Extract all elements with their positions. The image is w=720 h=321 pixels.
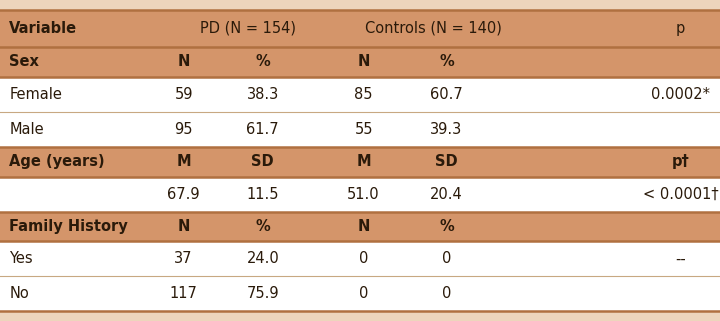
Bar	[0, 212, 720, 241]
Text: N: N	[177, 219, 190, 234]
Text: 37: 37	[174, 251, 193, 266]
Text: 11.5: 11.5	[246, 187, 279, 202]
Text: %: %	[256, 54, 270, 69]
Text: Male: Male	[9, 122, 44, 137]
Text: 24.0: 24.0	[246, 251, 279, 266]
Text: %: %	[439, 54, 454, 69]
Text: 95: 95	[174, 122, 193, 137]
Text: %: %	[439, 219, 454, 234]
Text: 59: 59	[174, 87, 193, 102]
Bar	[0, 177, 720, 212]
Text: Family History: Family History	[9, 219, 128, 234]
Bar	[0, 276, 720, 311]
Text: 117: 117	[170, 286, 197, 301]
Bar	[0, 241, 720, 276]
Text: 60.7: 60.7	[430, 87, 463, 102]
Text: 20.4: 20.4	[430, 187, 463, 202]
Text: N: N	[357, 54, 370, 69]
Text: 0: 0	[441, 286, 451, 301]
Text: N: N	[177, 54, 190, 69]
Text: 38.3: 38.3	[247, 87, 279, 102]
Text: 39.3: 39.3	[431, 122, 462, 137]
Text: No: No	[9, 286, 29, 301]
Bar	[0, 10, 720, 47]
Text: M: M	[356, 154, 371, 169]
Text: 0: 0	[359, 251, 369, 266]
Text: p: p	[676, 21, 685, 36]
Text: SD: SD	[435, 154, 458, 169]
Text: Variable: Variable	[9, 21, 78, 36]
Text: N: N	[357, 219, 370, 234]
Text: Age (years): Age (years)	[9, 154, 105, 169]
Bar	[0, 77, 720, 112]
Text: 61.7: 61.7	[246, 122, 279, 137]
Text: 0: 0	[441, 251, 451, 266]
Text: p†: p†	[672, 154, 689, 169]
Text: PD (N = 154): PD (N = 154)	[200, 21, 297, 36]
Text: 85: 85	[354, 87, 373, 102]
Bar	[0, 147, 720, 177]
Text: Yes: Yes	[9, 251, 33, 266]
Text: SD: SD	[251, 154, 274, 169]
Text: %: %	[256, 219, 270, 234]
Text: < 0.0001†: < 0.0001†	[642, 187, 719, 202]
Text: 67.9: 67.9	[167, 187, 200, 202]
Text: Female: Female	[9, 87, 62, 102]
Text: 0.0002*: 0.0002*	[651, 87, 710, 102]
Text: Sex: Sex	[9, 54, 39, 69]
Text: 51.0: 51.0	[347, 187, 380, 202]
Text: M: M	[176, 154, 191, 169]
Text: 75.9: 75.9	[246, 286, 279, 301]
Bar	[0, 47, 720, 77]
Bar	[0, 112, 720, 147]
Text: Controls (N = 140): Controls (N = 140)	[365, 21, 503, 36]
Text: 55: 55	[354, 122, 373, 137]
Text: --: --	[675, 251, 685, 266]
Text: 0: 0	[359, 286, 369, 301]
